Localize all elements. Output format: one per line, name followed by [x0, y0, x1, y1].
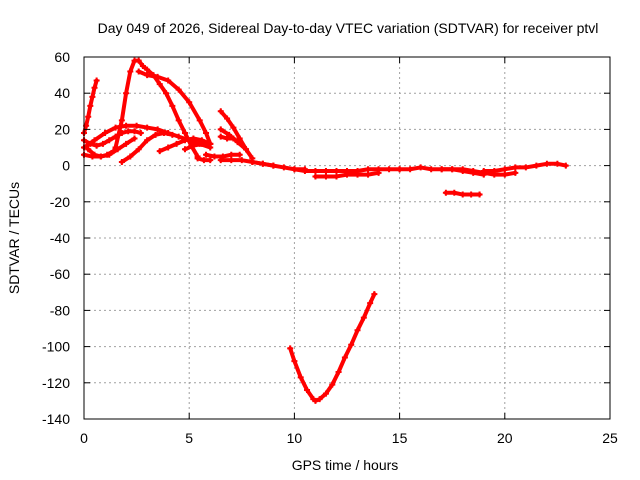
axis-ticks	[83, 56, 611, 420]
series-trace	[182, 141, 213, 152]
series-arc-14	[217, 133, 237, 142]
x-tick-label: 5	[185, 430, 193, 446]
y-tick-labels: 60 40 20 0 -20 -40 -60 -80 -100 -120 -140	[42, 49, 70, 427]
series-trace	[481, 170, 518, 177]
data-series	[81, 57, 569, 404]
plot-frame	[83, 56, 611, 420]
x-axis-label: GPS time / hours	[292, 457, 399, 473]
y-tick-label: -120	[42, 375, 70, 391]
x-tick-label: 15	[392, 430, 408, 446]
series-arc-16	[203, 151, 243, 160]
y-tick-label: -60	[50, 266, 70, 282]
y-tick-label: -100	[42, 339, 70, 355]
x-tick-label: 25	[602, 430, 618, 446]
series-trace	[113, 58, 200, 159]
x-tick-label: 0	[80, 430, 88, 446]
series-arc-7	[85, 146, 117, 160]
x-tick-labels: 0 5 10 15 20 25	[80, 430, 618, 446]
grid-lines	[84, 57, 610, 419]
y-tick-label: 40	[54, 85, 70, 101]
series-trace	[82, 129, 143, 148]
series-arc-25	[287, 291, 378, 404]
series-trace	[218, 134, 236, 141]
y-tick-label: 60	[54, 49, 70, 65]
series-trace	[136, 69, 213, 146]
series-arc-11	[194, 155, 214, 164]
series-arc-24	[480, 169, 519, 178]
series-arc-10	[181, 140, 214, 153]
y-tick-label: 0	[62, 158, 70, 174]
series-trace	[157, 136, 213, 154]
series-trace	[481, 161, 568, 174]
y-tick-label: -80	[50, 302, 70, 318]
series-trace	[439, 167, 486, 177]
series-trace	[82, 78, 99, 136]
x-tick-label: 10	[287, 430, 303, 446]
series-trace	[204, 152, 242, 159]
series-trace	[86, 147, 116, 159]
series-arc-19	[312, 169, 382, 180]
y-tick-label: 20	[54, 121, 70, 137]
y-tick-label: -20	[50, 194, 70, 210]
series-trace	[443, 190, 482, 197]
series-trace	[195, 156, 213, 163]
series-arc-22	[442, 189, 483, 198]
y-tick-label: -140	[42, 411, 70, 427]
chart-title: Day 049 of 2026, Sidereal Day-to-day VTE…	[98, 20, 599, 36]
y-axis-label: SDTVAR / TECUs	[6, 182, 22, 294]
x-tick-label: 20	[497, 430, 513, 446]
series-arc-5	[81, 128, 144, 149]
series-trace	[119, 131, 175, 164]
y-tick-label: -40	[50, 230, 70, 246]
series-trace	[313, 170, 381, 179]
series-trace	[288, 292, 377, 403]
series-arc-8	[118, 130, 176, 165]
series-trace	[292, 167, 402, 174]
series-arc-9	[156, 135, 214, 155]
